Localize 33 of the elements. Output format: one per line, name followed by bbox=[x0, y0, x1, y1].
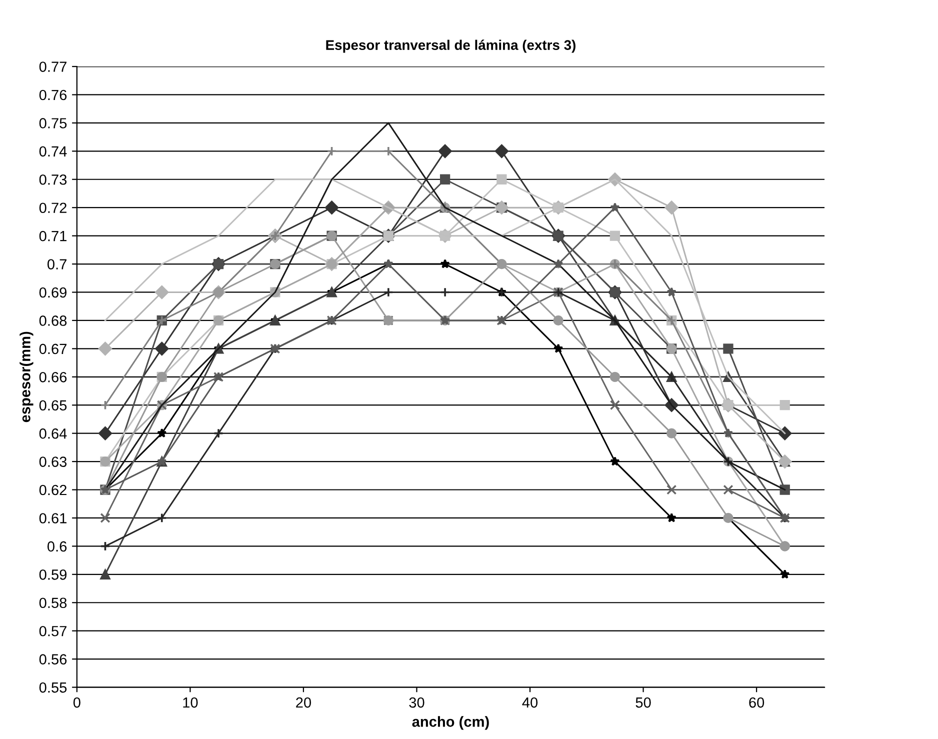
y-tick-label: 0.74 bbox=[39, 146, 67, 157]
chart-title: Espesor tranversal de lámina (extrs 3) bbox=[326, 40, 576, 53]
y-tick-label: 0.73 bbox=[39, 174, 67, 185]
y-tick-label: 0.72 bbox=[39, 202, 66, 214]
y-tick-label: 0.58 bbox=[39, 598, 67, 608]
y-tick-label: 0.63 bbox=[39, 456, 67, 467]
x-tick-label: 30 bbox=[409, 697, 424, 708]
y-tick-label: 0.7 bbox=[47, 259, 66, 270]
y-tick-label: 0.6 bbox=[47, 541, 67, 552]
x-axis-title: ancho (cm) bbox=[412, 716, 489, 730]
y-tick-label: 0.68 bbox=[39, 316, 67, 326]
y-tick-label: 0.55 bbox=[39, 682, 67, 693]
y-tick-label: 0.59 bbox=[39, 570, 67, 580]
y-tick-label: 0.66 bbox=[39, 372, 67, 382]
x-tick-label: 60 bbox=[749, 697, 764, 708]
x-tick-label: 0 bbox=[73, 697, 80, 708]
y-tick-label: 0.62 bbox=[39, 484, 66, 496]
y-tick-label: 0.76 bbox=[39, 90, 67, 100]
y-tick-label: 0.61 bbox=[39, 513, 66, 524]
y-tick-label: 0.69 bbox=[39, 287, 67, 298]
y-tick-label: 0.56 bbox=[39, 654, 67, 664]
y-tick-label: 0.75 bbox=[39, 118, 67, 128]
x-tick-label: 20 bbox=[296, 697, 311, 708]
y-axis-title: espesor(mm) bbox=[20, 332, 34, 422]
y-tick-label: 0.67 bbox=[39, 344, 66, 354]
y-tick-label: 0.57 bbox=[39, 626, 66, 636]
x-tick-label: 10 bbox=[183, 697, 198, 708]
x-tick-label: 50 bbox=[636, 697, 651, 708]
y-tick-label: 0.65 bbox=[39, 400, 67, 411]
x-tick-label: 40 bbox=[522, 697, 538, 708]
y-tick-label: 0.64 bbox=[39, 428, 67, 439]
y-tick-label: 0.77 bbox=[39, 62, 66, 72]
y-tick-label: 0.71 bbox=[39, 230, 66, 242]
